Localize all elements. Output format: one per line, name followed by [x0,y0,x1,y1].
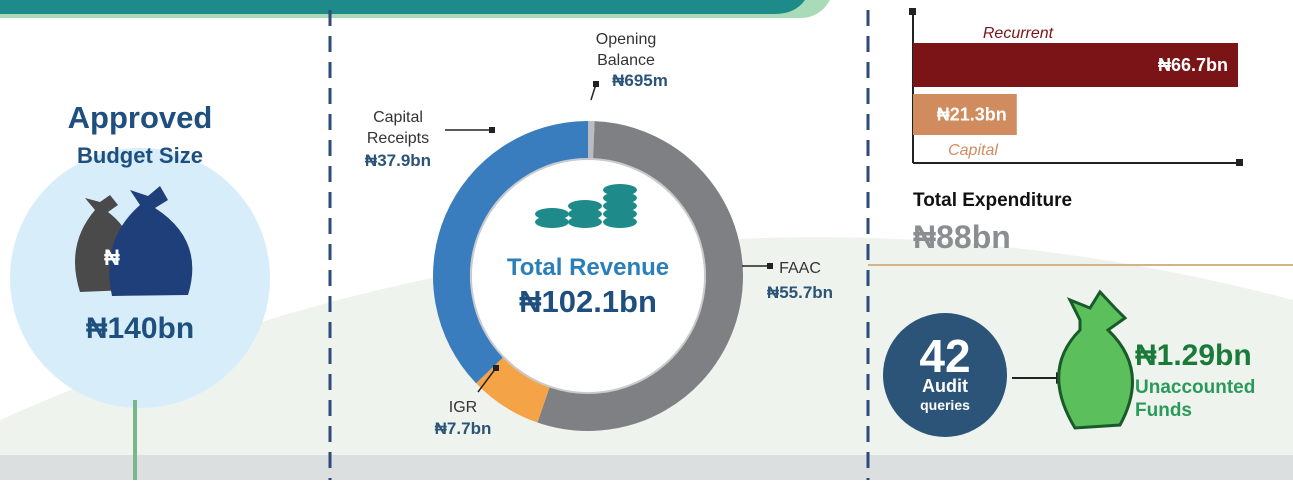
segment-name: Balance [597,52,655,69]
segment-name: FAAC [779,260,821,277]
bottom-strip [0,455,1293,480]
leader-dot [767,263,773,269]
expenditure-title: Total Expenditure [913,190,1072,211]
leader-dot [593,81,599,87]
leader-dot [489,127,495,133]
audit-amount: ₦1.29bn [1135,339,1252,372]
audit-count: 42 [919,330,970,382]
svg-text:₦: ₦ [104,245,120,270]
bar-label: ₦21.3bn [937,105,1007,125]
audit-desc: Funds [1135,400,1192,421]
segment-value: ₦55.7bn [767,283,833,302]
header-bar [0,0,805,14]
audit-desc: Unaccounted [1135,377,1255,398]
segment-value: ₦37.9bn [365,151,431,170]
revenue-total: ₦102.1bn [519,284,657,319]
audit-line: queries [920,397,970,413]
audit-line: Audit [922,376,968,396]
segment-name: IGR [449,399,477,416]
bar-label: ₦66.7bn [1158,55,1228,75]
budget-title: Approved [68,100,213,135]
budget-amount: ₦140bn [86,312,194,345]
segment-value: ₦695m [612,71,668,90]
bar-name: Capital [948,142,998,159]
expenditure-total: ₦88bn [913,219,1011,255]
leader-dot [493,365,499,371]
segment-name: Opening [596,31,657,48]
bar-name: Recurrent [983,25,1054,42]
segment-name: Receipts [367,130,429,147]
revenue-title: Total Revenue [507,254,669,281]
axis-end [1236,159,1243,166]
budget-subtitle: Budget Size [77,143,203,168]
segment-name: Capital [373,109,423,126]
axis-end [909,8,916,15]
segment-value: ₦7.7bn [435,419,492,438]
